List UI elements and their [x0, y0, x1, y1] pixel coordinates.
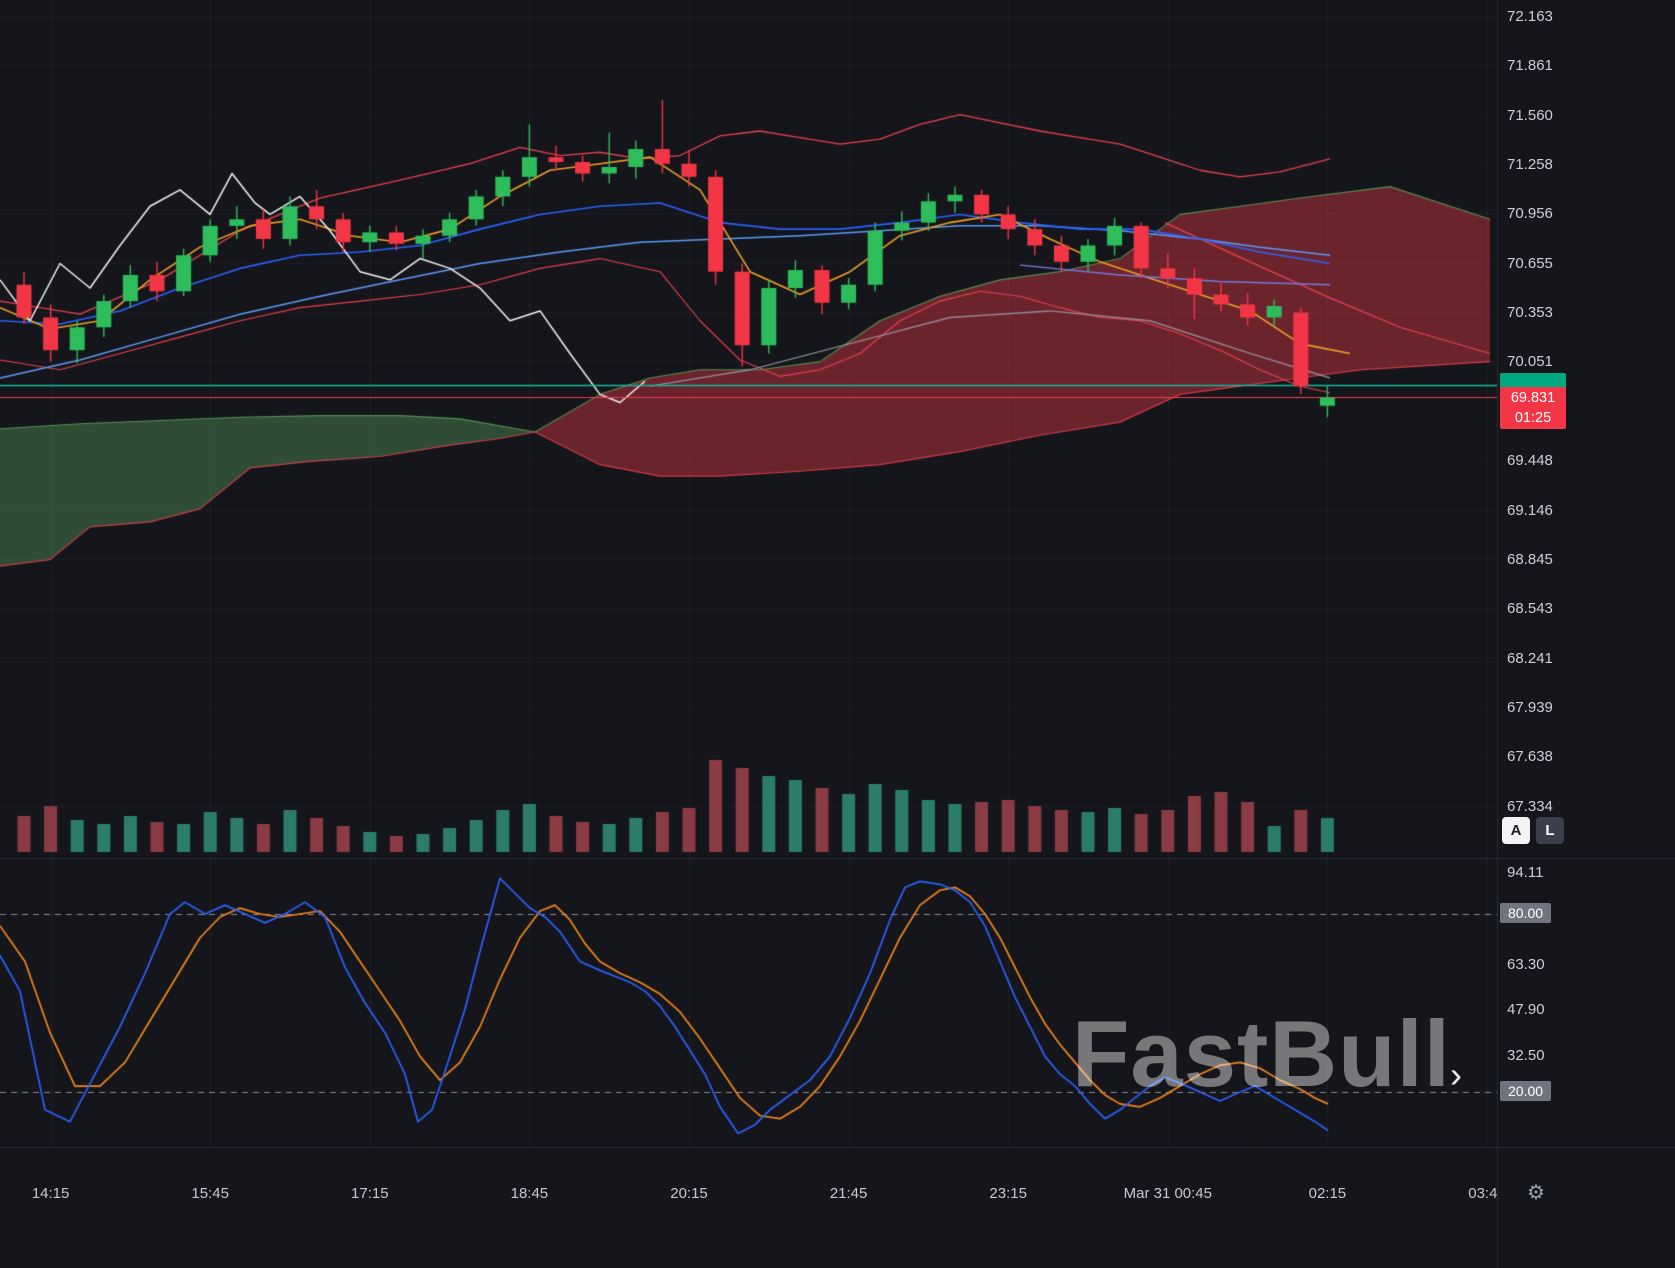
price-axis-label: 69.448 [1507, 452, 1553, 470]
time-axis-label: 14:15 [31, 1185, 70, 1202]
price-axis-label: 70.956 [1507, 205, 1553, 223]
current-price-value: 69.831 [1510, 390, 1556, 407]
current-price-badge: 69.831 01:25 [1500, 387, 1566, 430]
time-axis-label: 23:15 [989, 1185, 1027, 1202]
price-axis-label: 71.560 [1507, 106, 1553, 124]
stoch-guide-badge: 80.00 [1500, 903, 1552, 923]
price-axis-label: 70.051 [1507, 353, 1553, 371]
time-axis-label: 03:45 [1468, 1185, 1497, 1202]
time-axis[interactable]: 14:15 15:45 17:15 18:45 20:15 21:45 23:15 Mar 3… [0, 1148, 1497, 1268]
current-price-countdown: 01:25 [1514, 410, 1552, 427]
log-scale-button[interactable]: L [1536, 817, 1564, 844]
price-axis-label: 70.353 [1507, 304, 1553, 322]
price-axis-label: 68.543 [1507, 600, 1553, 618]
time-axis-label: 18:45 [510, 1185, 549, 1202]
stoch-axis-label: 32.50 [1507, 1046, 1545, 1064]
stoch-axis-label: 47.90 [1507, 1001, 1545, 1019]
price-axis-label: 71.258 [1507, 156, 1553, 174]
price-axis-label: 68.241 [1507, 649, 1553, 667]
price-axis-label: 70.655 [1507, 254, 1553, 272]
time-axis-label: Mar 31 00:45 [1123, 1185, 1212, 1202]
scroll-right-icon[interactable]: › [1450, 1054, 1462, 1095]
time-axis-label: 20:15 [670, 1185, 708, 1202]
price-axis-label: 69.146 [1507, 501, 1553, 519]
price-axis-label: 67.334 [1507, 797, 1553, 815]
stoch-guide-badge: 20.00 [1500, 1081, 1552, 1101]
time-axis-label: 02:15 [1308, 1185, 1347, 1202]
time-axis-label: 15:45 [191, 1185, 229, 1202]
price-axis-label: 71.861 [1507, 57, 1553, 75]
time-axis-label: 17:15 [351, 1185, 389, 1202]
price-axis-label: 67.638 [1507, 748, 1553, 766]
price-axis-label: 72.163 [1507, 8, 1553, 25]
stoch-axis-label: 63.30 [1507, 955, 1545, 973]
time-axis-label: 21:45 [829, 1185, 868, 1202]
price-axis-label: 68.845 [1507, 550, 1553, 568]
stoch-axis-label: 94.11 [1507, 864, 1544, 882]
gear-icon[interactable]: ⚙ [1527, 1182, 1545, 1204]
auto-scale-button[interactable]: A [1502, 817, 1530, 844]
price-axis-label: 67.939 [1507, 698, 1553, 716]
